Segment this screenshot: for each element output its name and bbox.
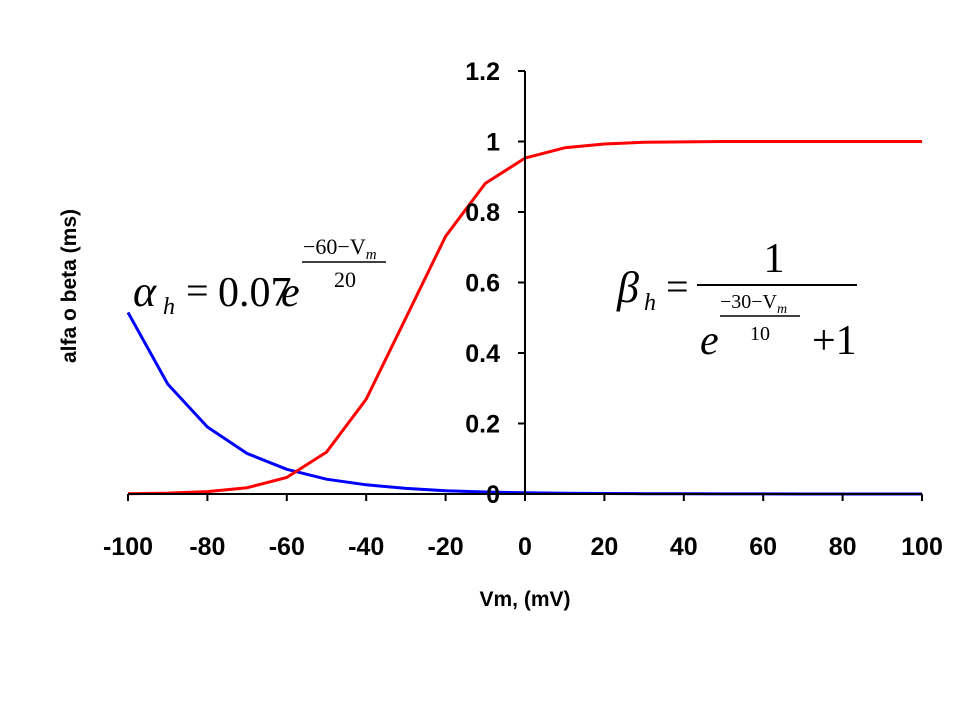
y-tick-label: 1.2 <box>465 58 500 86</box>
beta-formula: β h = 1 e −30−Vm 10 +1 <box>616 236 857 364</box>
beta-exp-denominator: 10 <box>750 323 770 345</box>
axes <box>127 70 923 501</box>
beta-symbol: β <box>616 263 639 312</box>
alpha-symbol: α <box>133 267 157 316</box>
alpha-formula: α h = 0.07 e −60−Vm 20 <box>133 234 386 320</box>
x-tick-label: -20 <box>428 533 464 561</box>
x-tick-label: -40 <box>348 533 384 561</box>
alpha-coefficient: 0.07 <box>218 270 292 316</box>
y-tick-label: 0 <box>486 481 500 509</box>
x-tick-label: -60 <box>269 533 305 561</box>
alpha-exp-base: e <box>281 270 300 316</box>
x-tick-label: 20 <box>590 533 618 561</box>
x-tick-label: -100 <box>103 533 153 561</box>
x-tick-label: 60 <box>749 533 777 561</box>
y-axis-title: alfa o beta (ms) <box>58 209 81 363</box>
x-tick-label: 80 <box>829 533 857 561</box>
y-tick-label: 0.6 <box>465 270 500 298</box>
beta-exp-numerator: −30−Vm <box>720 291 787 317</box>
beta-numerator: 1 <box>764 236 785 282</box>
alpha-exp-denominator: 20 <box>334 267 356 292</box>
alpha-equals: = <box>186 268 209 313</box>
x-tick-label: -80 <box>189 533 225 561</box>
alpha-exp-numerator-sub: m <box>366 247 377 263</box>
x-tick-label: 100 <box>901 533 943 561</box>
x-tick-label: 0 <box>518 533 532 561</box>
y-tick-label: 0.2 <box>465 411 500 439</box>
alpha-subscript: h <box>163 294 175 320</box>
beta-exp-numerator-sub: m <box>777 302 787 317</box>
beta-subscript: h <box>644 290 656 316</box>
x-axis-title: Vm, (mV) <box>479 588 570 611</box>
alpha-exp-numerator: −60−Vm <box>303 234 377 263</box>
beta-exp-base: e <box>700 318 719 364</box>
tick-labels: -100 -80 -60 -40 -20 0 20 40 60 80 100 0 0.2 0.4 0.6 0.… <box>103 58 943 561</box>
beta-equals: = <box>666 264 689 309</box>
beta-exp-numerator-main: −30−V <box>720 291 778 313</box>
y-tick-label: 1 <box>486 129 500 157</box>
beta-plus-one: +1 <box>812 318 857 364</box>
y-tick-label: 0.4 <box>465 340 500 368</box>
alpha-exp-numerator-main: −60−V <box>303 234 366 259</box>
y-tick-label: 0.8 <box>465 199 500 227</box>
x-tick-label: 40 <box>670 533 698 561</box>
